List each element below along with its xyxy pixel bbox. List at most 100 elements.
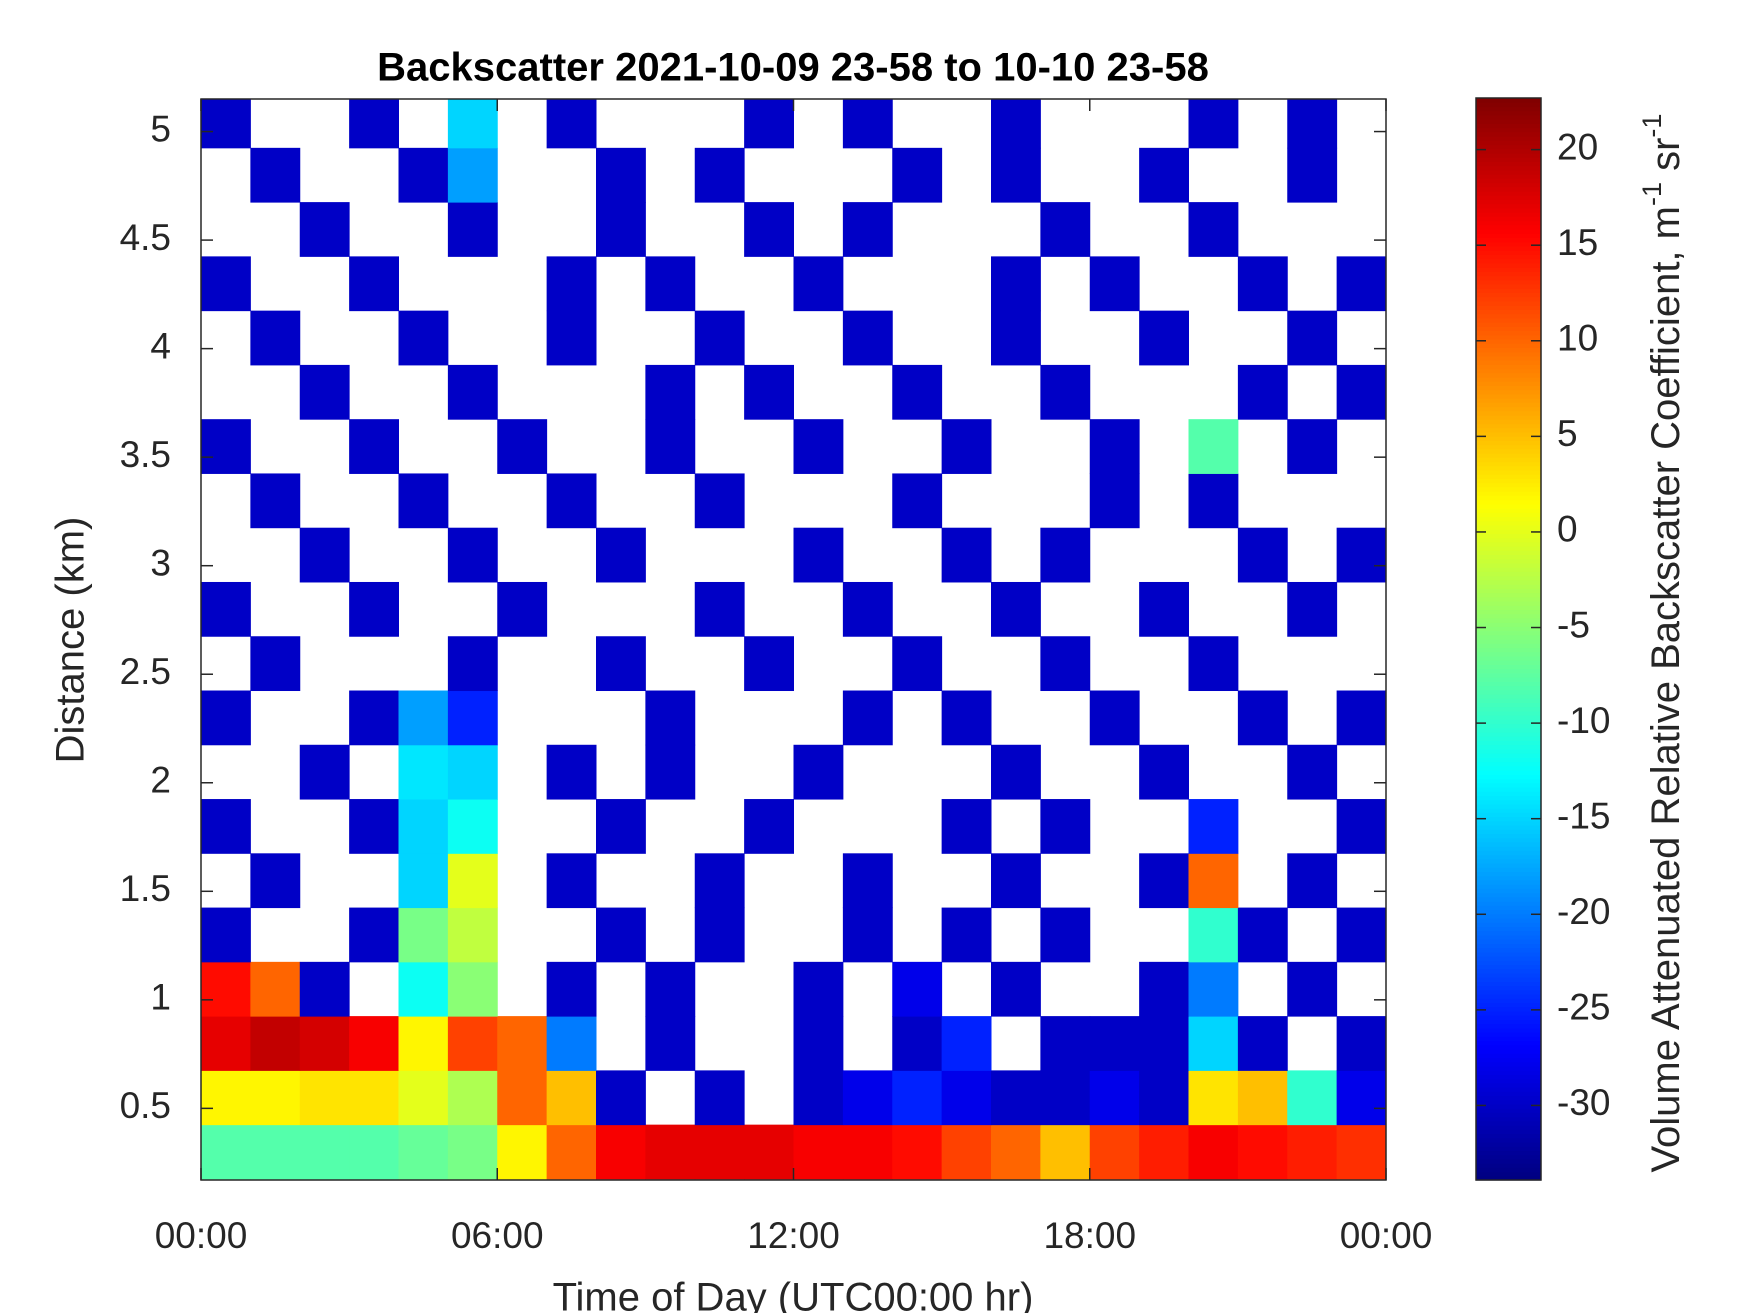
heatmap-cell [250, 1016, 301, 1071]
colorbar-swatch [1476, 981, 1541, 987]
heatmap-cell [1237, 690, 1288, 746]
colorbar-swatch [1476, 600, 1541, 606]
colorbar-swatch [1476, 829, 1541, 835]
colorbar-swatch [1476, 486, 1541, 492]
y-tick-label: 3.5 [120, 434, 171, 475]
colorbar-swatch [1476, 212, 1541, 217]
heatmap-cell [349, 99, 399, 149]
heatmap-cell [250, 473, 301, 529]
heatmap-cell [299, 1070, 350, 1126]
heatmap-cell [793, 527, 844, 583]
heatmap-cell [1040, 636, 1091, 692]
heatmap-cell [1237, 364, 1288, 420]
colorbar-swatch [1476, 541, 1541, 547]
colorbar-swatch [1476, 106, 1541, 112]
heatmap-cell [299, 202, 350, 257]
colorbar-swatch [1476, 558, 1541, 564]
heatmap-cell [694, 1070, 745, 1126]
colorbar-swatch [1476, 440, 1541, 446]
colorbar-swatch [1476, 630, 1541, 636]
heatmap-cell [1188, 907, 1239, 963]
colorbar-swatch [1476, 778, 1541, 784]
heatmap-cell [941, 690, 992, 746]
y-tick-label: 4 [150, 325, 171, 366]
x-tick-label: 00:00 [1340, 1215, 1433, 1256]
x-axis-label: Time of Day (UTC00:00 hr) [553, 1276, 1034, 1313]
heatmap-cell [892, 1124, 943, 1180]
colorbar-swatch [1476, 199, 1541, 205]
heatmap-cell [842, 907, 893, 963]
colorbar-swatch [1476, 934, 1541, 940]
heatmap-cell [991, 1070, 1041, 1126]
colorbar-swatch [1476, 1015, 1541, 1020]
colorbar-swatch [1476, 322, 1541, 327]
colorbar-swatch [1476, 1175, 1541, 1181]
heatmap-cell [349, 1016, 399, 1071]
heatmap-cell [398, 1124, 449, 1180]
colorbar-swatch [1476, 951, 1541, 957]
heatmap-cell [447, 690, 498, 746]
heatmap-cell [596, 1124, 646, 1180]
colorbar-swatch [1476, 448, 1541, 454]
heatmap-cell [1139, 1070, 1189, 1126]
heatmap-cell [447, 799, 498, 854]
heatmap-cell [398, 310, 449, 366]
heatmap-cell [1237, 1124, 1288, 1180]
colorbar-swatch [1476, 972, 1541, 978]
colorbar-swatch [1476, 841, 1541, 847]
heatmap-cell [447, 1016, 498, 1071]
heatmap-cell [1139, 744, 1189, 800]
heatmap-cell [1336, 364, 1386, 420]
y-tick-label: 2 [150, 760, 171, 801]
heatmap-cell [546, 1124, 597, 1180]
colorbar-swatch [1476, 233, 1541, 239]
colorbar-swatch [1476, 622, 1541, 627]
colorbar-swatch [1476, 157, 1541, 162]
colorbar-swatch [1476, 385, 1541, 391]
colorbar-swatch [1476, 715, 1541, 720]
heatmap-cell [349, 690, 399, 746]
colorbar-swatch [1476, 453, 1541, 458]
heatmap-cell [991, 310, 1041, 366]
y-tick-label: 2.5 [120, 651, 171, 692]
heatmap-cell [546, 99, 597, 149]
heatmap-cell [250, 1124, 301, 1180]
heatmap-cell [299, 744, 350, 800]
colorbar-swatch [1476, 854, 1541, 860]
colorbar-swatch [1476, 495, 1541, 501]
heatmap-cell [447, 907, 498, 963]
colorbar-swatch [1476, 871, 1541, 877]
colorbar-swatch [1476, 258, 1541, 264]
heatmap-cell [546, 961, 597, 1017]
heatmap-cell [991, 744, 1041, 800]
colorbar-swatch [1476, 207, 1541, 213]
colorbar-swatch [1476, 250, 1541, 255]
colorbar-swatch [1476, 1112, 1541, 1118]
heatmap-cell [1336, 1016, 1386, 1071]
colorbar-swatch [1476, 491, 1541, 496]
colorbar-swatch [1476, 368, 1541, 374]
colorbar-swatch [1476, 888, 1541, 894]
heatmap-cell [842, 853, 893, 909]
colorbar-swatch [1476, 457, 1541, 463]
heatmap-cell [991, 853, 1041, 909]
colorbar-swatch [1476, 736, 1541, 742]
heatmap-cell [398, 690, 449, 746]
heatmap-cell [596, 527, 646, 583]
heatmap-cell [1040, 1016, 1091, 1071]
heatmap-cell [201, 907, 251, 963]
heatmap-cell [497, 1016, 548, 1071]
heatmap-cell [1237, 907, 1288, 963]
colorbar-label-sup: -1 [1637, 114, 1667, 138]
colorbar-swatch [1476, 626, 1541, 632]
heatmap-cell [1040, 1124, 1091, 1180]
colorbar-swatch [1476, 241, 1541, 247]
heatmap-cell [1040, 799, 1091, 854]
colorbar-swatch [1476, 901, 1541, 906]
heatmap-cell [447, 1124, 498, 1180]
colorbar-swatch [1476, 355, 1541, 361]
heatmap-cell [1139, 1016, 1189, 1071]
colorbar-swatch [1476, 609, 1541, 615]
colorbar-swatch [1476, 1129, 1541, 1135]
